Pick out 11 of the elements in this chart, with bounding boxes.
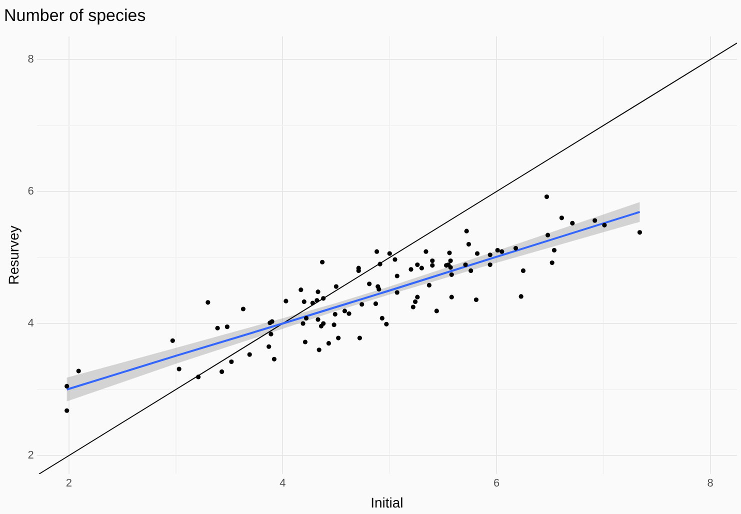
y-tick-label: 4 (28, 318, 34, 330)
y-axis-title: Resurvey (5, 226, 22, 285)
x-axis-title: Initial (370, 494, 404, 510)
x-tick-label: 2 (66, 478, 72, 490)
x-tick-label: 6 (493, 478, 500, 490)
y-tick-label: 2 (28, 450, 34, 462)
x-tick-label: 4 (280, 478, 286, 490)
chart-title: Number of species (4, 6, 146, 25)
y-tick-label: 6 (28, 186, 34, 198)
x-tick-label: 8 (707, 478, 714, 490)
y-tick-label: 8 (28, 54, 34, 66)
